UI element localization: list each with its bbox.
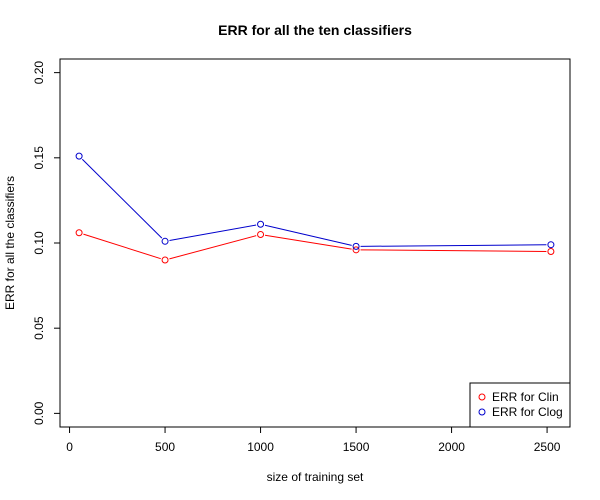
y-axis-label: ERR for all the classifiers: [3, 176, 17, 310]
data-point: [75, 229, 83, 237]
data-point: [352, 242, 360, 250]
series-line-segment: [83, 233, 161, 260]
legend: ERR for Clin ERR for Clog: [469, 382, 571, 428]
data-point: [547, 241, 555, 249]
series-line-segment: [264, 234, 352, 250]
data-point: [257, 230, 265, 238]
y-tick-label: 0.15: [32, 146, 46, 170]
series-line-segment: [264, 224, 352, 246]
legend-box: [469, 382, 571, 428]
x-tick-label: 2500: [534, 440, 561, 454]
series-line-segment: [360, 249, 547, 252]
y-tick-label: 0.00: [32, 401, 46, 425]
series-1: [75, 152, 555, 250]
series-line-segment: [81, 158, 163, 239]
data-point: [161, 256, 169, 264]
data-point: [161, 237, 169, 245]
data-point: [75, 152, 83, 160]
x-tick-label: 1500: [343, 440, 370, 454]
legend-marker-clog: [478, 408, 486, 416]
y-tick-label: 0.20: [32, 61, 46, 85]
series-0: [75, 229, 555, 264]
data-point: [257, 220, 265, 228]
x-axis: 0 500 1000 1500 2000 2500: [66, 426, 561, 454]
series-line-segment: [169, 235, 257, 260]
x-tick-label: 0: [66, 440, 73, 454]
chart-title: ERR for all the ten classifiers: [218, 22, 412, 38]
y-axis: 0.00 0.05 0.10 0.15 0.20: [32, 61, 61, 425]
x-axis-label: size of training set: [267, 470, 364, 484]
data-point: [547, 248, 555, 256]
x-tick-label: 500: [155, 440, 175, 454]
x-tick-label: 1000: [247, 440, 274, 454]
y-tick-label: 0.05: [32, 316, 46, 340]
y-tick-label: 0.10: [32, 231, 46, 255]
series-line-segment: [169, 224, 257, 241]
series-line-segment: [360, 244, 547, 247]
legend-label-clog: ERR for Clog: [492, 405, 563, 419]
data-point: [352, 246, 360, 254]
legend-marker-clin: [478, 393, 486, 401]
legend-label-clin: ERR for Clin: [492, 390, 559, 404]
series-layer: [75, 152, 555, 264]
x-tick-label: 2000: [438, 440, 465, 454]
